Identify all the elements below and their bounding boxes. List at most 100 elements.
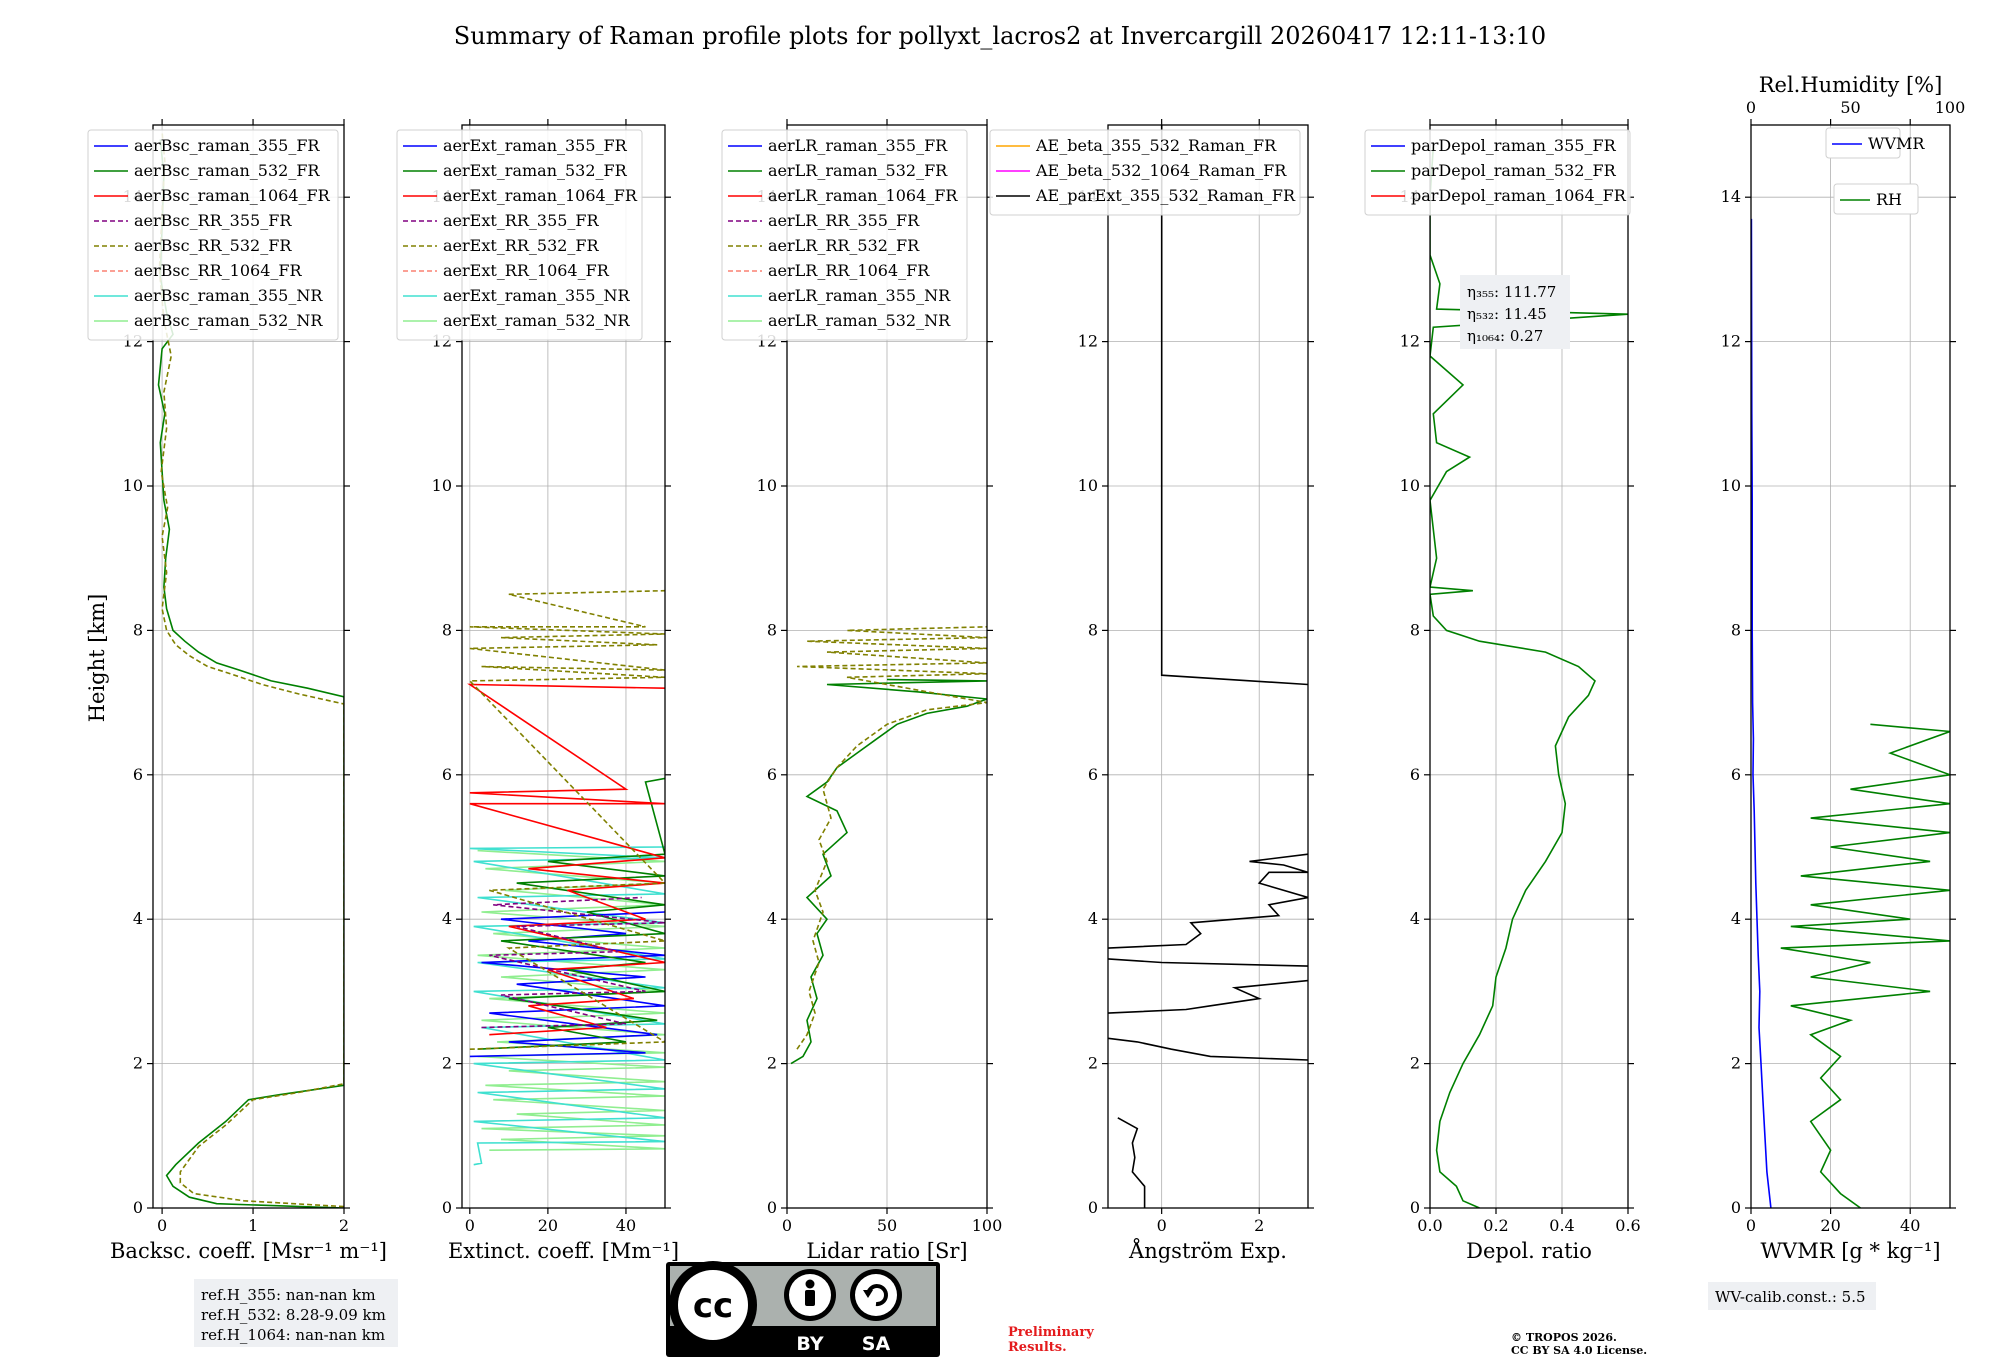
x-axis-label: WVMR [g * kg⁻¹]	[1760, 1239, 1940, 1263]
y-tick-label: 10	[1078, 476, 1098, 495]
y-tick-label: 6	[442, 765, 452, 784]
legend-entry: aerBsc_raman_1064_FR	[134, 186, 331, 205]
legend-box	[721, 129, 968, 341]
legend-entry: aerExt_RR_355_FR	[443, 211, 600, 230]
y-tick-label: 2	[1410, 1054, 1420, 1073]
x-tick-label: 2	[1254, 1216, 1264, 1235]
x-tick-label: 50	[877, 1216, 897, 1235]
x-tick-label: 100	[972, 1216, 1003, 1235]
y-tick-label: 0	[133, 1198, 143, 1217]
x-tick-label: 0	[465, 1216, 475, 1235]
legend-bsc: aerBsc_raman_355_FR aerBsc_raman_532_FRae…	[87, 129, 339, 341]
eta-line: η₁₀₆₄: 0.27	[1467, 327, 1543, 345]
ref-box-line-532: ref.H_532: 8.28-9.09 km	[201, 1306, 386, 1324]
x-tick-label: 1	[248, 1216, 258, 1235]
series-aerExt_RR_532_FR	[467, 589, 665, 1050]
y-tick-label: 2	[133, 1054, 143, 1073]
y-tick-label: 0	[767, 1198, 777, 1217]
x-tick-label: 0.2	[1483, 1216, 1508, 1235]
series-AE_parExt_355_532_Raman_FR_c	[1108, 979, 1308, 1014]
legend-entry: aerExt_raman_532_NR	[443, 311, 631, 330]
y-tick-label: 8	[442, 620, 452, 639]
eta-box: η₃₅₅: 111.77 η₅₃₂: 11.45 η₁₀₆₄: 0.27	[1460, 275, 1570, 349]
sa-label: SA	[862, 1333, 891, 1355]
legend-entry: aerExt_RR_1064_FR	[443, 261, 610, 280]
ref-box-line-355: ref.H_355: nan-nan km	[201, 1286, 376, 1304]
preliminary-line-1: Preliminary	[1008, 1325, 1094, 1340]
x-tick-label: 0	[1157, 1216, 1167, 1235]
legend-entry: aerLR_RR_355_FR	[768, 211, 920, 230]
axes-frame-wv	[1750, 124, 1951, 1209]
eta-line: η₅₃₂: 11.45	[1467, 305, 1547, 323]
series-aerExt_raman_1064_FR	[467, 683, 665, 1036]
legend-entry: aerBsc_raman_355_FR	[134, 136, 320, 155]
y-tick-label: 12	[1400, 332, 1420, 351]
series-group-wv	[1751, 218, 1950, 1208]
y-tick-label: 4	[1088, 909, 1098, 928]
y-tick-label: 10	[1721, 476, 1741, 495]
legend-box	[396, 129, 643, 341]
series-AE_parExt_355_532_Raman_FR_d	[1108, 958, 1308, 967]
legend-entry: aerLR_raman_1064_FR	[768, 186, 958, 205]
eta-line: η₃₅₅: 111.77	[1467, 283, 1556, 301]
legend-box	[1833, 183, 1919, 215]
copyright-line-1: © TROPOS 2026.	[1511, 1331, 1617, 1344]
legend-entry: aerLR_RR_1064_FR	[768, 261, 930, 280]
y-tick-label: 4	[1410, 909, 1420, 928]
legend-entry: aerBsc_RR_532_FR	[134, 236, 292, 255]
x-axis-label: Ångström Exp.	[1128, 1238, 1287, 1263]
x-axis-label: Lidar ratio [Sr]	[806, 1239, 967, 1263]
series-group-lr	[790, 626, 987, 1065]
ref-height-box: ref.H_355: nan-nan km ref.H_532: 8.28-9.…	[194, 1279, 398, 1347]
panel-ae: 0246810121402Ångström Exp.AE_beta_355_53…	[989, 119, 1314, 1263]
legend-entry: AE_beta_532_1064_Raman_FR	[1035, 161, 1287, 180]
panels: 02468101214012Backsc. coeff. [Msr⁻¹ m⁻¹]…	[87, 73, 1965, 1263]
series-AE_parExt_355_532_Raman_FR	[1117, 1117, 1146, 1208]
series-RH	[1780, 723, 1950, 1208]
legend-box	[1364, 129, 1631, 216]
series-parDepol_raman_532_FR	[1430, 146, 1628, 1208]
x-tick-label: 20	[1820, 1216, 1840, 1235]
series-WVMR	[1751, 218, 1772, 1208]
legend-wv: WVMR RH	[1825, 127, 1925, 215]
legend-entry: aerBsc_raman_532_NR	[134, 311, 323, 330]
x-axis-label: Depol. ratio	[1466, 1239, 1592, 1263]
top-tick-label: 50	[1840, 98, 1860, 117]
x-tick-label: 0	[157, 1216, 167, 1235]
series-group-dep	[1430, 146, 1628, 1208]
legend-box	[1825, 127, 1901, 159]
y-tick-label: 10	[1400, 476, 1420, 495]
series-AE_parExt_355_532_Raman_FR_e	[1108, 853, 1308, 949]
y-tick-label: 6	[1088, 765, 1098, 784]
x-tick-label: 20	[538, 1216, 558, 1235]
legend-entry: aerExt_raman_1064_FR	[443, 186, 638, 205]
legend-dep: parDepol_raman_355_FR parDepol_raman_532_…	[1364, 129, 1631, 216]
legend-lr: aerLR_raman_355_FR aerLR_raman_532_FR aerL…	[721, 129, 968, 341]
legend-entry: AE_beta_355_532_Raman_FR	[1035, 136, 1277, 155]
grid-wv	[1750, 125, 1950, 1208]
axes-frame-ae	[1107, 124, 1309, 1209]
y-tick-label: 12	[1078, 332, 1098, 351]
panel-bsc: 02468101214012Backsc. coeff. [Msr⁻¹ m⁻¹]…	[87, 119, 387, 1263]
y-tick-label: 12	[1721, 332, 1741, 351]
y-axis-label: Height [km]	[85, 594, 109, 723]
series-AE_parExt_355_532_Raman_FR_b	[1108, 1037, 1308, 1061]
wv-calib-box: WV-calib.const.: 5.5	[1708, 1282, 1876, 1310]
y-tick-label: 0	[1731, 1198, 1741, 1217]
series-group-bsc	[157, 132, 344, 1208]
axes-frame-dep	[1429, 124, 1629, 1209]
legend-entry: aerBsc_RR_355_FR	[134, 211, 292, 230]
legend-entry: aerBsc_RR_1064_FR	[134, 261, 303, 280]
by-label: BY	[796, 1333, 823, 1355]
x-axis-label: Extinct. coeff. [Mm⁻¹]	[448, 1239, 679, 1263]
y-tick-label: 6	[133, 765, 143, 784]
preliminary-line-2: Results.	[1008, 1340, 1067, 1355]
series-aerBsc_raman_532_FR	[157, 139, 344, 1208]
wv-calib-background	[1708, 1282, 1876, 1310]
y-tick-label: 6	[1731, 765, 1741, 784]
legend-entry: aerBsc_raman_355_NR	[134, 286, 323, 305]
panel-lr: 02468101214050100Lidar ratio [Sr]aerLR_r…	[721, 119, 1003, 1263]
y-tick-label: 10	[432, 476, 452, 495]
legend-entry: aerExt_raman_532_FR	[443, 161, 628, 180]
